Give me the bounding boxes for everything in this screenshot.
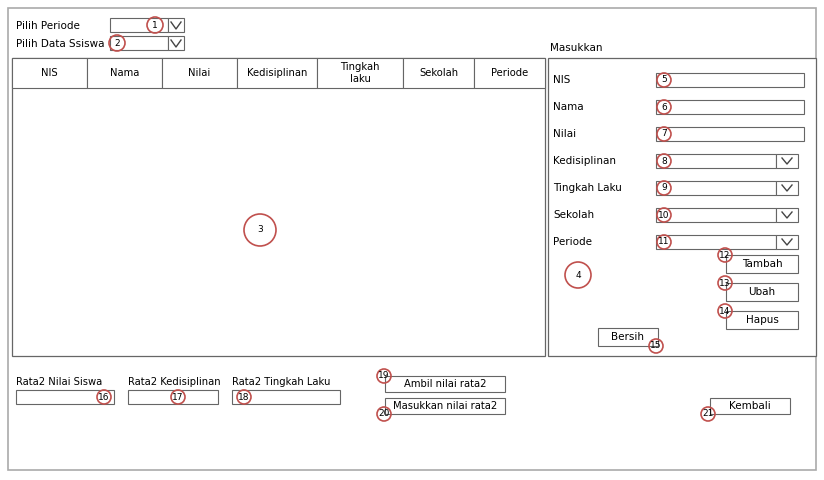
Text: NIS: NIS [553, 75, 570, 85]
Text: Nilai: Nilai [189, 68, 211, 78]
Bar [232, 390, 340, 404]
Text: Pilih Periode: Pilih Periode [16, 21, 80, 31]
Bar [403, 58, 474, 88]
Text: Sekolah: Sekolah [419, 68, 458, 78]
Text: 20: 20 [378, 409, 390, 419]
Bar [548, 58, 816, 356]
Text: Rata2 Tingkah Laku: Rata2 Tingkah Laku [232, 377, 330, 387]
Text: Rata2 Nilai Siswa: Rata2 Nilai Siswa [16, 377, 102, 387]
Text: Nama: Nama [553, 102, 583, 112]
Bar [656, 235, 776, 249]
Text: 10: 10 [658, 211, 670, 219]
Bar [656, 181, 776, 195]
Text: Ambil nilai rata2: Ambil nilai rata2 [404, 379, 486, 389]
Text: Hapus: Hapus [746, 315, 779, 325]
Text: Tingkah
laku: Tingkah laku [340, 62, 380, 84]
Bar [726, 283, 798, 301]
Text: 11: 11 [658, 238, 670, 247]
Text: 6: 6 [661, 103, 667, 111]
Text: 18: 18 [238, 393, 250, 401]
Text: Pilih Data Ssiswa: Pilih Data Ssiswa [16, 39, 105, 49]
Text: 2: 2 [115, 38, 119, 48]
Text: 5: 5 [661, 75, 667, 84]
Text: Bersih: Bersih [611, 332, 644, 342]
Bar [474, 58, 545, 88]
Bar [162, 58, 237, 88]
Text: NIS: NIS [41, 68, 58, 78]
Bar [168, 18, 184, 32]
Text: Masukkan nilai rata2: Masukkan nilai rata2 [393, 401, 497, 411]
Bar [598, 328, 658, 346]
Text: Kedisiplinan: Kedisiplinan [247, 68, 307, 78]
Text: 13: 13 [719, 278, 731, 288]
Text: 8: 8 [661, 156, 667, 166]
Text: Nama: Nama [110, 68, 139, 78]
Text: Kedisiplinan: Kedisiplinan [553, 156, 616, 166]
Text: 17: 17 [172, 393, 184, 401]
Text: 19: 19 [378, 372, 390, 381]
Text: 1: 1 [152, 21, 158, 29]
Bar [12, 58, 545, 356]
Bar [237, 58, 317, 88]
Bar [776, 181, 798, 195]
Bar [776, 208, 798, 222]
Bar [87, 58, 162, 88]
Bar [110, 36, 168, 50]
Bar [656, 127, 804, 141]
Text: Rata2 Kedisiplinan: Rata2 Kedisiplinan [128, 377, 221, 387]
Text: Masukkan: Masukkan [550, 43, 602, 53]
Bar [128, 390, 218, 404]
Text: 3: 3 [257, 226, 263, 235]
Text: Nilai: Nilai [553, 129, 576, 139]
Bar [726, 311, 798, 329]
Bar [656, 208, 776, 222]
Bar [317, 58, 403, 88]
Text: 16: 16 [98, 393, 110, 401]
Bar [656, 73, 804, 87]
Text: Tambah: Tambah [742, 259, 782, 269]
Bar [385, 376, 505, 392]
Bar [656, 100, 804, 114]
Bar [16, 390, 114, 404]
Bar [110, 18, 168, 32]
Text: 7: 7 [661, 130, 667, 139]
Text: Kembali: Kembali [729, 401, 771, 411]
Bar [656, 154, 776, 168]
Bar [726, 255, 798, 273]
Bar [776, 154, 798, 168]
Bar [12, 58, 87, 88]
Text: 14: 14 [719, 307, 731, 315]
Text: Sekolah: Sekolah [553, 210, 594, 220]
Text: 12: 12 [719, 251, 731, 260]
Text: Periode: Periode [491, 68, 528, 78]
Text: 4: 4 [575, 271, 581, 279]
Text: 15: 15 [650, 341, 662, 350]
Bar [385, 398, 505, 414]
Text: Tingkah Laku: Tingkah Laku [553, 183, 622, 193]
Bar [710, 398, 790, 414]
Text: 9: 9 [661, 183, 667, 192]
Bar [168, 36, 184, 50]
Text: Ubah: Ubah [748, 287, 775, 297]
Text: 21: 21 [702, 409, 714, 419]
Text: Periode: Periode [553, 237, 592, 247]
Bar [776, 235, 798, 249]
